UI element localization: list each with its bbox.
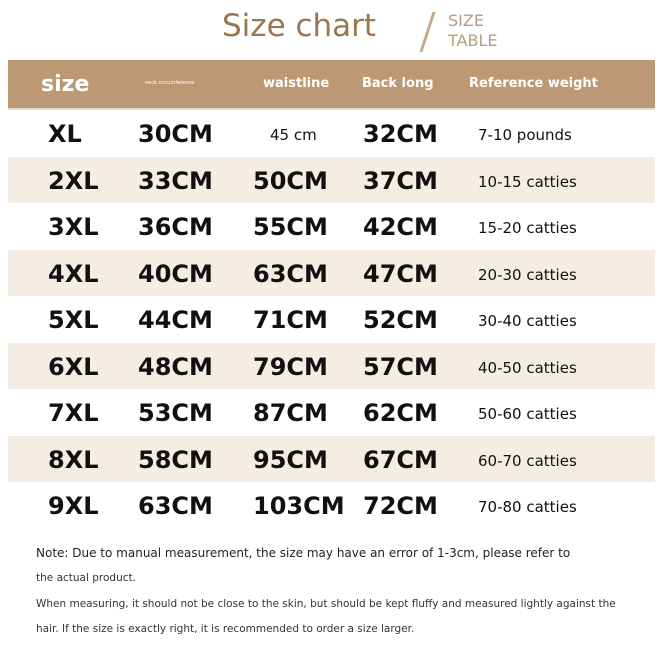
divider-slash [419, 12, 436, 52]
table-row: 7XL 53CM 87CM 62CM 50-60 catties [8, 389, 655, 436]
table-row: 2XL 33CM 50CM 37CM 10-15 catties [8, 156, 655, 203]
weight-cell: 10-15 catties [478, 172, 577, 191]
size-cell: 7XL [48, 399, 99, 427]
weight-cell: 60-70 catties [478, 451, 577, 470]
note-line: When measuring, it should not be close t… [36, 598, 616, 610]
subtitle-line: TABLE [448, 31, 498, 50]
size-cell: 3XL [48, 213, 99, 241]
table-row: 3XL 36CM 55CM 42CM 15-20 catties [8, 203, 655, 250]
weight-cell: 50-60 catties [478, 405, 577, 423]
back-cell: 52CM [363, 306, 438, 334]
header-waistline: waistline [263, 76, 330, 91]
waist-cell: 45 cm [270, 126, 317, 144]
neck-cell: 30CM [138, 120, 213, 148]
waist-cell: 79CM [253, 352, 328, 381]
neck-cell: 36CM [138, 213, 213, 241]
table-row: 8XL 58CM 95CM 67CM 60-70 catties [8, 435, 655, 482]
back-cell: 47CM [363, 259, 438, 288]
size-cell: 6XL [48, 352, 99, 381]
header-back-long: Back long [362, 76, 434, 91]
table-header: size neck circumference waistline Back l… [8, 60, 655, 110]
neck-cell: 33CM [138, 166, 213, 195]
waist-cell: 95CM [253, 445, 328, 474]
back-cell: 42CM [363, 213, 438, 241]
table-row: 5XL 44CM 71CM 52CM 30-40 catties [8, 296, 655, 343]
neck-cell: 48CM [138, 352, 213, 381]
neck-cell: 53CM [138, 399, 213, 427]
neck-cell: 63CM [138, 492, 213, 520]
table-row: 4XL 40CM 63CM 47CM 20-30 catties [8, 249, 655, 296]
note-line: Note: Due to manual measurement, the siz… [36, 546, 571, 560]
back-cell: 32CM [363, 120, 438, 148]
size-cell: 4XL [48, 259, 99, 288]
waist-cell: 63CM [253, 259, 328, 288]
weight-cell: 15-20 catties [478, 219, 577, 237]
page-title: Size chart [222, 8, 377, 44]
waist-cell: 55CM [253, 213, 328, 241]
size-cell: 2XL [48, 166, 99, 195]
back-cell: 57CM [363, 352, 438, 381]
header-neck: neck circumference [145, 80, 195, 86]
subtitle: SIZE TABLE [448, 11, 497, 51]
table-row: 6XL 48CM 79CM 57CM 40-50 catties [8, 342, 655, 389]
header-weight: Reference weight [469, 76, 598, 91]
note-line: hair. If the size is exactly right, it i… [36, 623, 415, 635]
weight-cell: 7-10 pounds [478, 126, 572, 144]
size-cell: 9XL [48, 492, 99, 520]
size-cell: 8XL [48, 445, 99, 474]
header-size: size [41, 72, 90, 97]
weight-cell: 40-50 catties [478, 358, 577, 377]
table-row: 9XL 63CM 103CM 72CM 70-80 catties [8, 482, 655, 529]
waist-cell: 87CM [253, 399, 328, 427]
size-table: XL 30CM 45 cm 32CM 7-10 pounds 2XL 33CM 50CM 37C… [8, 110, 655, 529]
weight-cell: 70-80 catties [478, 498, 577, 516]
back-cell: 62CM [363, 399, 438, 427]
weight-cell: 30-40 catties [478, 312, 577, 330]
table-row: XL 30CM 45 cm 32CM 7-10 pounds [8, 110, 655, 157]
back-cell: 37CM [363, 166, 438, 195]
waist-cell: 103CM [253, 492, 345, 520]
size-cell: XL [48, 120, 82, 148]
subtitle-line: SIZE [448, 11, 484, 30]
neck-cell: 58CM [138, 445, 213, 474]
size-cell: 5XL [48, 306, 99, 334]
waist-cell: 71CM [253, 306, 328, 334]
neck-cell: 40CM [138, 259, 213, 288]
back-cell: 67CM [363, 445, 438, 474]
weight-cell: 20-30 catties [478, 265, 577, 284]
note-line: the actual product. [36, 572, 136, 584]
back-cell: 72CM [363, 492, 438, 520]
waist-cell: 50CM [253, 166, 328, 195]
neck-cell: 44CM [138, 306, 213, 334]
